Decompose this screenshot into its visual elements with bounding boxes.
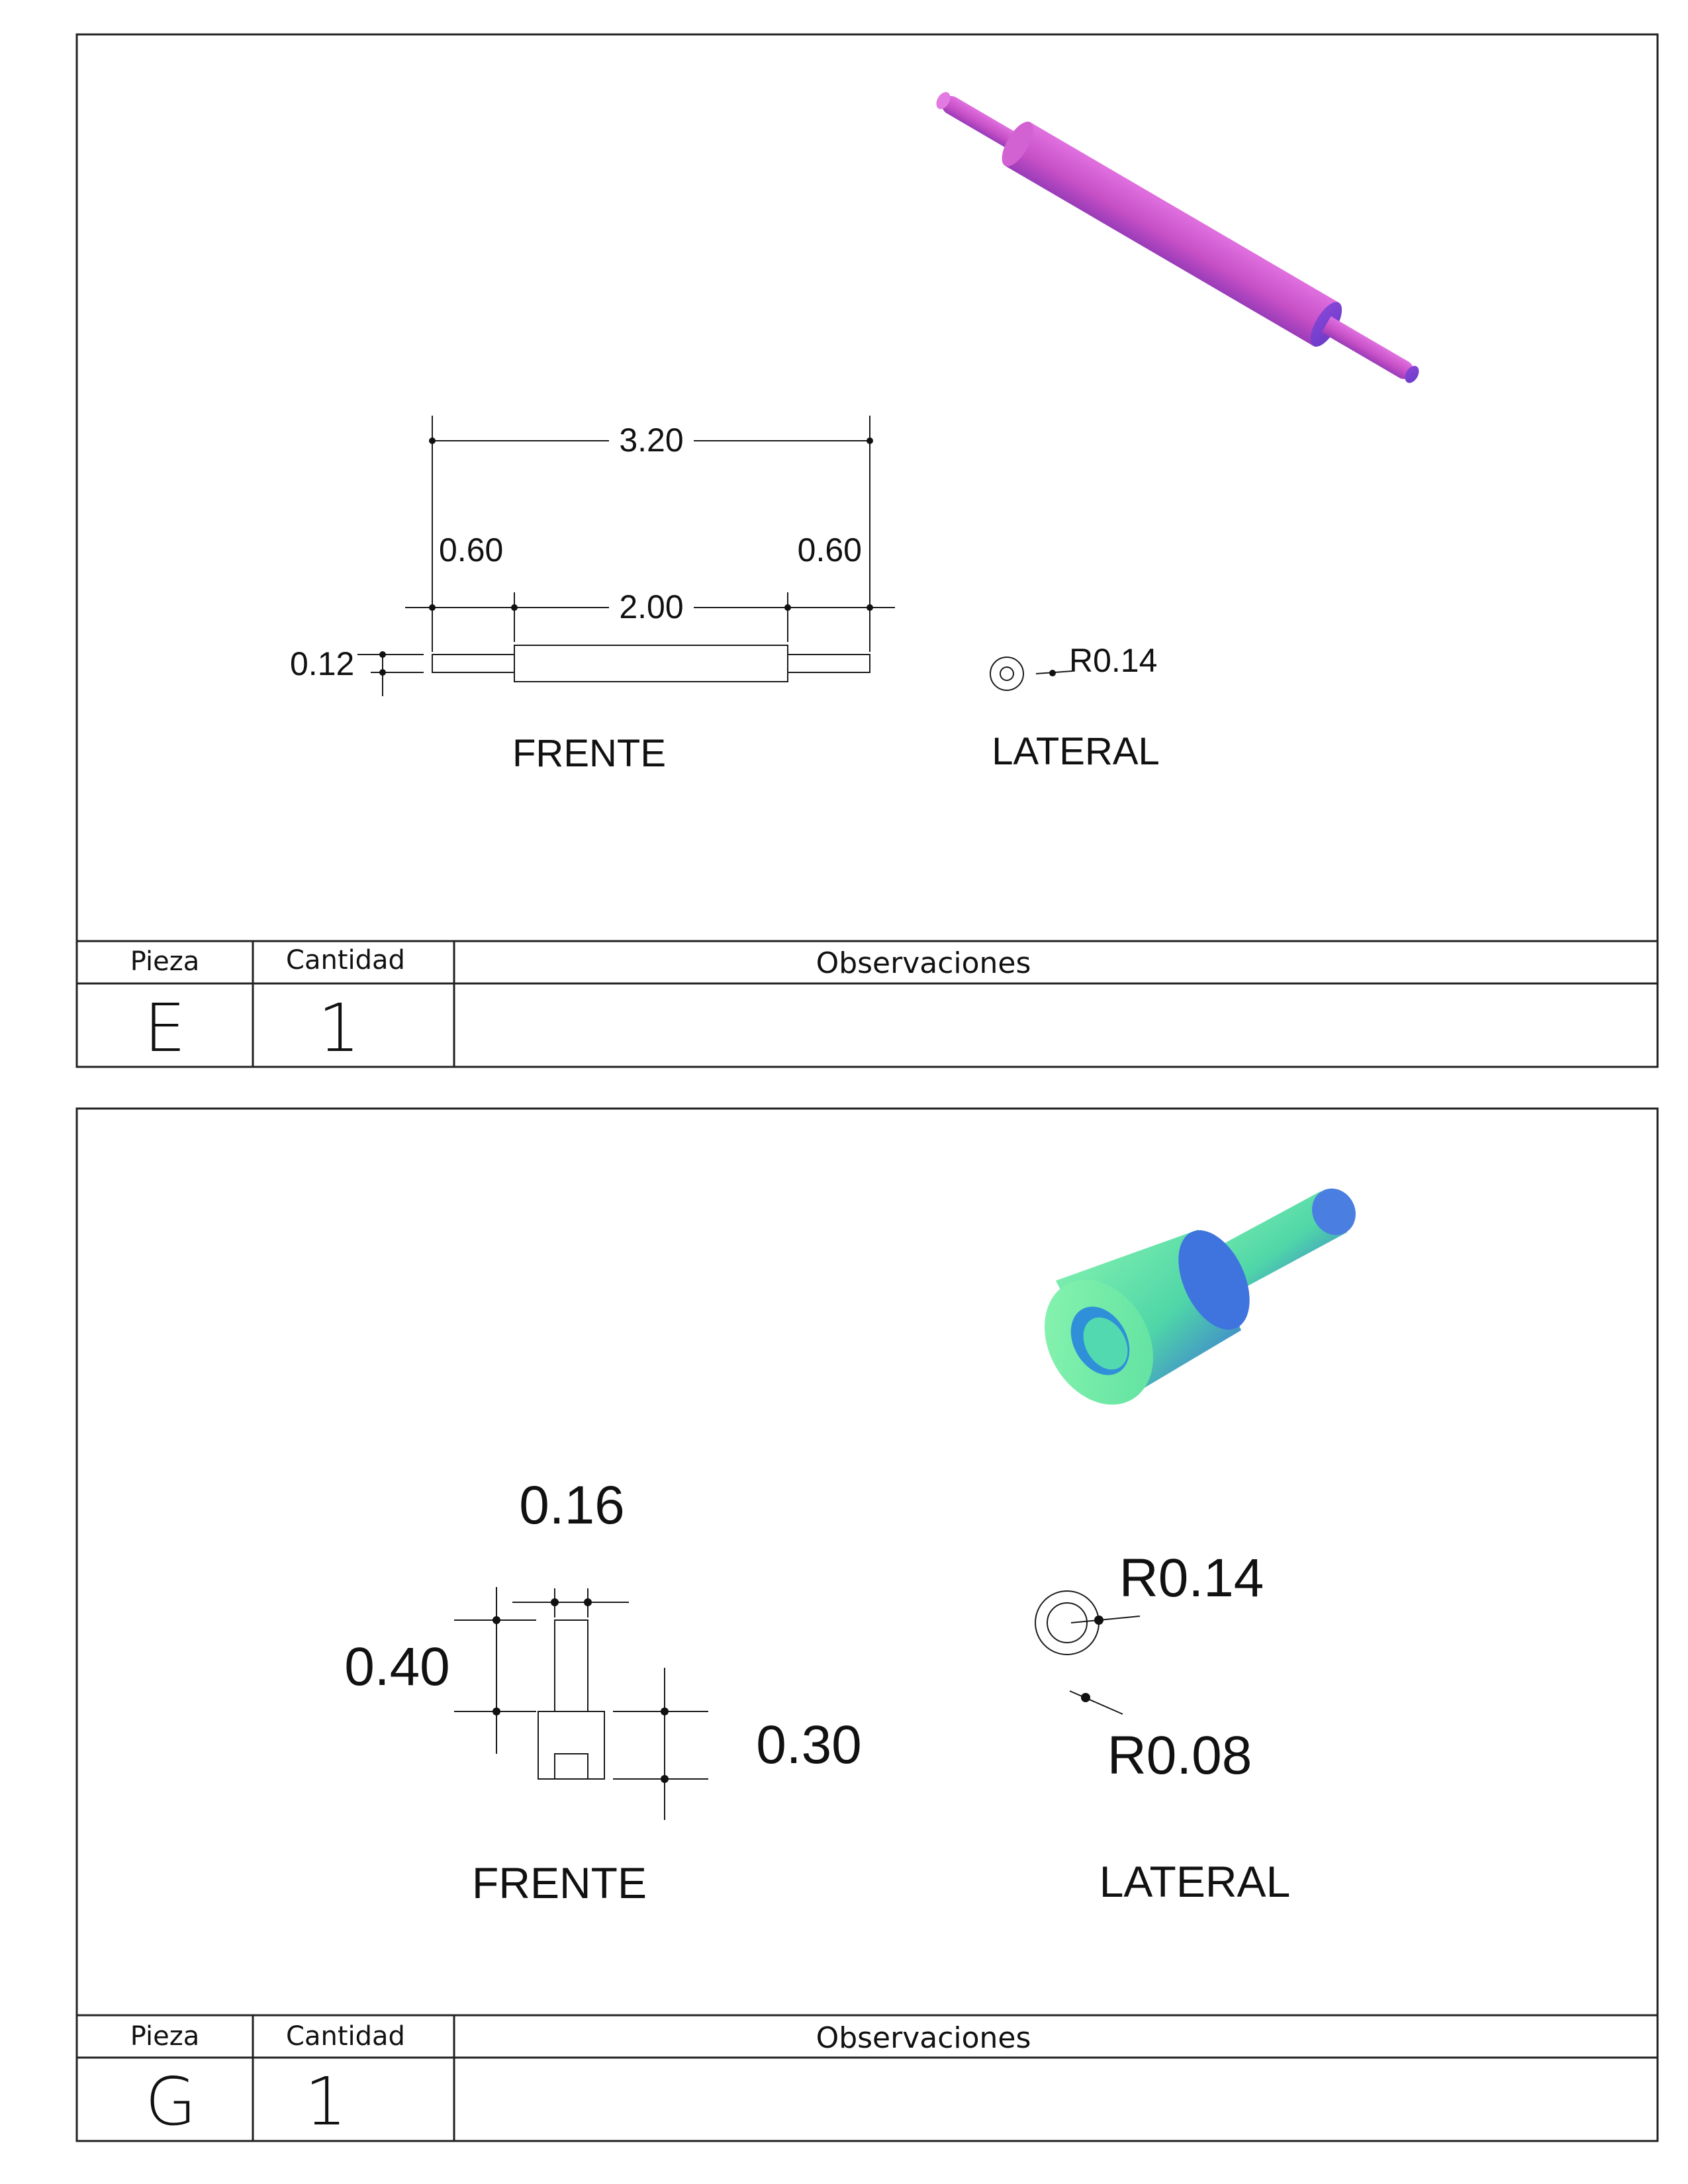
title-block-g: Pieza Cantidad Observaciones G 1 — [77, 2014, 1658, 2141]
pieza-value: G — [145, 2063, 197, 2140]
side-view-e: R0.14 LATERAL — [990, 642, 1160, 773]
dim-upper-height: 0.40 — [344, 1637, 450, 1697]
g-3d-model — [1045, 1188, 1356, 1405]
front-view-label: FRENTE — [472, 1858, 647, 1907]
cantidad-value: 1 — [305, 2063, 347, 2140]
rod-right-end — [787, 654, 870, 673]
side-view-label: LATERAL — [1100, 1857, 1291, 1906]
g-bore — [554, 1753, 588, 1780]
rod-3d-model — [936, 92, 1419, 383]
dim-lower-height: 0.30 — [756, 1715, 862, 1775]
dim-top-width: 0.16 — [519, 1475, 625, 1535]
g-side-inner-circle — [1047, 1602, 1088, 1643]
side-outer-circle — [990, 657, 1024, 691]
side-view-g: R0.14 R0.08 LATERAL — [1035, 1548, 1290, 1906]
sheet-g-frame — [75, 1107, 1659, 2142]
header-cantidad: Cantidad — [286, 945, 405, 976]
dim-left-end-length: 0.60 — [439, 531, 503, 569]
front-view-g: 0.16 0.40 0.30 FRENTE — [344, 1475, 862, 1907]
dim-outer-radius: R0.14 — [1119, 1548, 1264, 1608]
dim-end-diameter: 0.12 — [290, 645, 354, 682]
dim-inner-radius: R0.08 — [1107, 1725, 1252, 1786]
rod-middle — [514, 645, 788, 682]
pieza-value: E — [144, 989, 185, 1067]
sheet-g: 0.16 0.40 0.30 FRENTE R0.14 R0.08 — [75, 1107, 1659, 2142]
side-inner-circle — [1000, 666, 1014, 681]
header-cantidad: Cantidad — [286, 2021, 405, 2052]
front-view-label: FRENTE — [512, 732, 666, 775]
g-upper-shaft — [554, 1619, 588, 1712]
title-block-e: Pieza Cantidad Observaciones E 1 — [77, 940, 1658, 1067]
sheet-e: 3.20 0.60 0.60 2.00 0.12 FRENTE R0.14 — [75, 33, 1659, 1068]
dim-right-end-length: 0.60 — [798, 531, 862, 569]
dim-middle-length: 2.00 — [619, 588, 683, 625]
cantidad-value: 1 — [318, 989, 360, 1067]
rod-left-end — [432, 654, 515, 673]
header-observaciones: Observaciones — [816, 2021, 1031, 2055]
header-pieza: Pieza — [130, 2021, 199, 2052]
dim-side-radius: R0.14 — [1069, 642, 1157, 679]
header-pieza: Pieza — [130, 946, 199, 977]
front-view-e: 3.20 0.60 0.60 2.00 0.12 FRENTE — [290, 416, 895, 775]
sheet-e-frame — [75, 33, 1659, 1068]
side-view-label: LATERAL — [992, 730, 1160, 773]
dim-overall-length: 3.20 — [619, 422, 683, 459]
g-lower-body — [538, 1711, 605, 1780]
g-side-outer-circle — [1035, 1590, 1100, 1655]
header-observaciones: Observaciones — [816, 946, 1031, 980]
